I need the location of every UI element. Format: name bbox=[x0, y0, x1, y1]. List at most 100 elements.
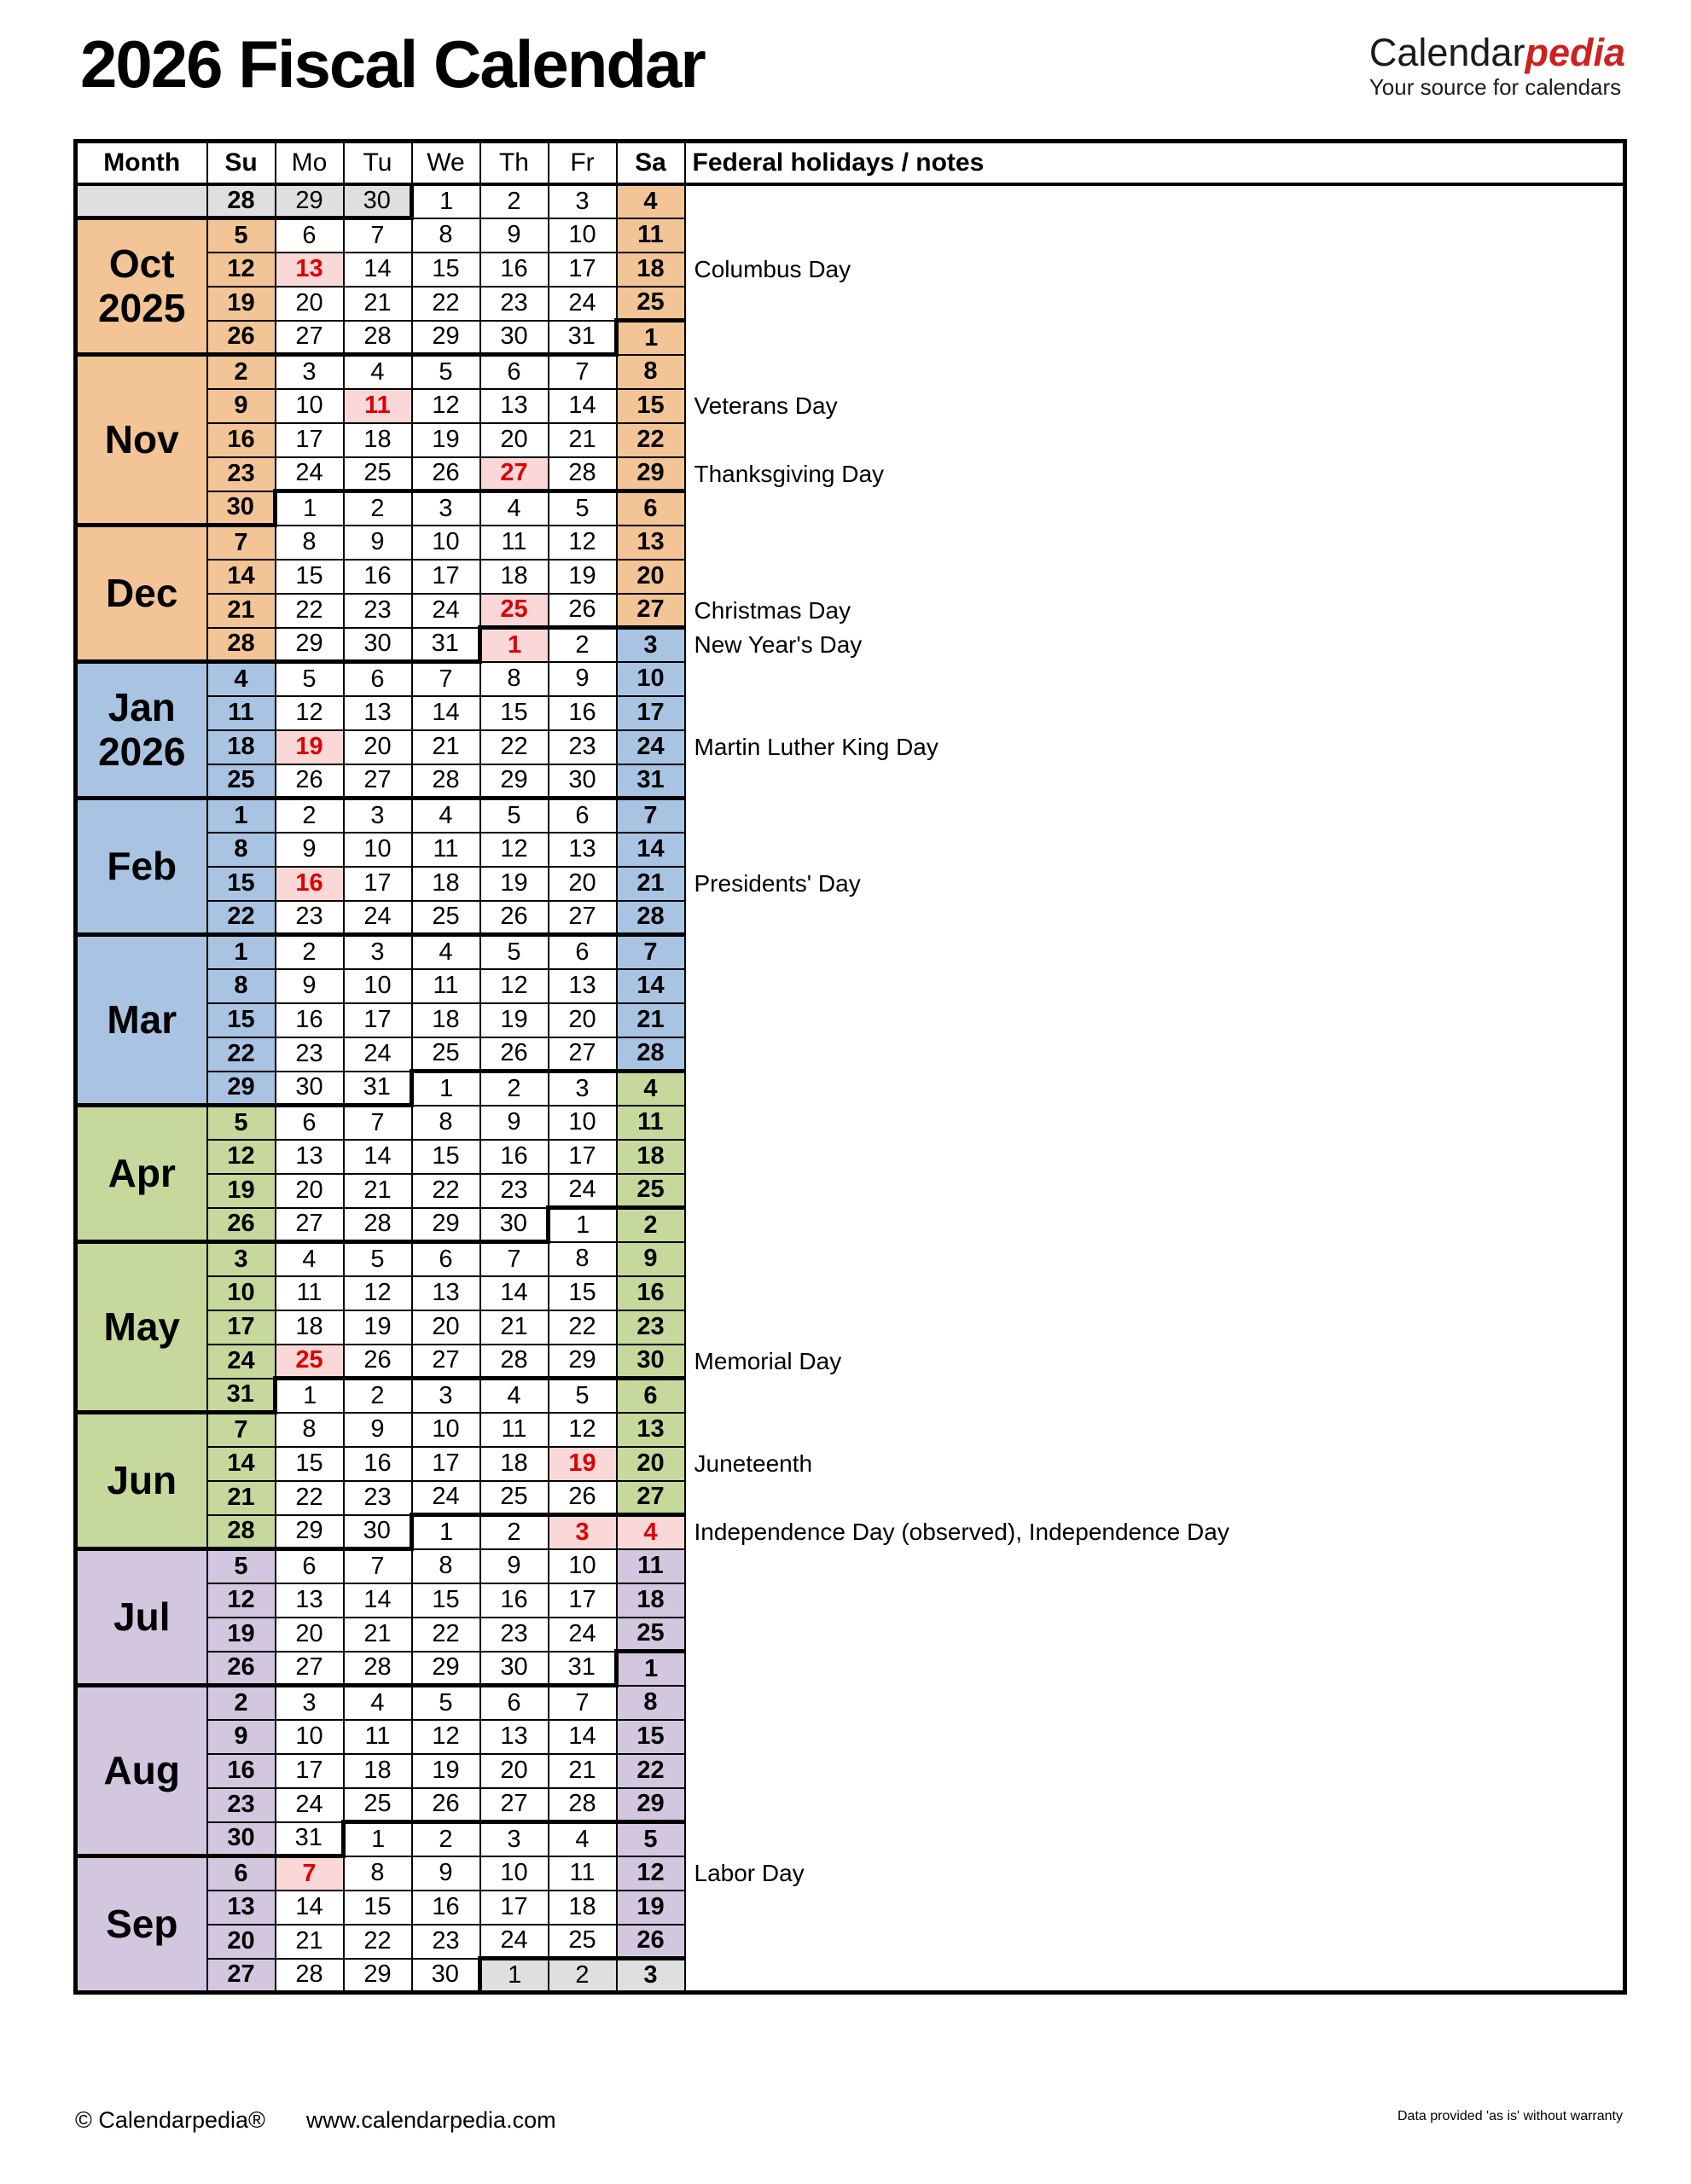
day-cell: 19 bbox=[410, 1752, 481, 1789]
day-cell: 26 bbox=[342, 1343, 413, 1380]
day-cell: 23 bbox=[547, 729, 618, 765]
column-header-fr: Fr bbox=[547, 140, 618, 186]
month-label-oct-2025: Oct 2025 bbox=[74, 217, 208, 357]
day-cell: 30 bbox=[479, 319, 549, 357]
day-cell: 23 bbox=[479, 1616, 549, 1653]
day-cell: 21 bbox=[615, 1002, 686, 1038]
day-cell: 18 bbox=[410, 1002, 481, 1038]
day-cell: 13 bbox=[615, 1411, 686, 1448]
day-cell: 27 bbox=[615, 1479, 686, 1516]
day-cell: 25 bbox=[615, 1616, 686, 1653]
holiday-note-empty bbox=[684, 1275, 1625, 1310]
day-cell: 13 bbox=[547, 967, 618, 1004]
column-header-we: We bbox=[410, 140, 481, 186]
day-cell: 18 bbox=[342, 421, 413, 458]
day-cell: 26 bbox=[479, 899, 549, 937]
day-cell: 14 bbox=[479, 1275, 549, 1311]
day-cell: 19 bbox=[615, 1889, 686, 1926]
day-cell: 23 bbox=[342, 592, 413, 629]
day-cell: 12 bbox=[342, 1275, 413, 1311]
day-cell: 27 bbox=[479, 1786, 549, 1823]
day-cell: 2 bbox=[547, 1956, 618, 1994]
day-cell: 19 bbox=[479, 1002, 549, 1038]
day-cell: 28 bbox=[206, 183, 276, 220]
day-cell: 1 bbox=[546, 1205, 618, 1243]
day-cell: 7 bbox=[479, 1240, 549, 1277]
day-cell: 14 bbox=[615, 967, 686, 1004]
holiday-note-empty bbox=[684, 286, 1625, 321]
week-row: 16 17 18 19 20 21 22 bbox=[76, 1752, 1625, 1789]
day-cell: 22 bbox=[410, 1172, 481, 1209]
day-cell: 10 bbox=[547, 1548, 618, 1584]
day-cell: 16 bbox=[615, 1275, 686, 1311]
day-cell: 29 bbox=[615, 1786, 686, 1823]
day-cell: 21 bbox=[547, 1752, 618, 1789]
day-cell: 20 bbox=[274, 1172, 345, 1209]
day-cell: 21 bbox=[615, 865, 686, 902]
day-cell: 20 bbox=[615, 1445, 686, 1482]
day-cell: 29 bbox=[410, 1650, 481, 1687]
day-cell: 3 bbox=[615, 625, 686, 663]
day-cell: 30 bbox=[479, 1206, 549, 1244]
day-cell: 5 bbox=[342, 1240, 413, 1277]
day-cell: 14 bbox=[410, 694, 481, 731]
month-label-feb-2026: Feb bbox=[74, 797, 208, 937]
week-row: 24 25 26 27 28 29 30 Memorial Day bbox=[76, 1343, 1625, 1380]
day-cell: 6 bbox=[206, 1855, 276, 1891]
day-cell: 9 bbox=[342, 1411, 413, 1448]
day-cell: 5 bbox=[410, 1684, 481, 1721]
week-row: 21 22 23 24 25 26 27 Christmas Day bbox=[76, 592, 1625, 629]
day-cell: 8 bbox=[206, 831, 276, 868]
holiday-note-empty bbox=[684, 1412, 1625, 1447]
day-cell: 24 bbox=[410, 592, 481, 629]
month-label-line: Feb bbox=[107, 843, 177, 888]
week-row: 17 18 19 20 21 22 23 bbox=[76, 1309, 1625, 1345]
day-cell: 4 bbox=[615, 1069, 686, 1107]
day-cell: 7 bbox=[342, 1548, 413, 1584]
day-cell: 29 bbox=[274, 626, 345, 664]
day-cell: 16 bbox=[342, 1445, 413, 1482]
day-cell: 1 bbox=[478, 625, 549, 663]
month-label-jan-2026: Jan 2026 bbox=[74, 660, 208, 800]
day-cell: 25 bbox=[410, 1036, 481, 1072]
month-label-aug-2026: Aug bbox=[74, 1684, 208, 1858]
day-cell: 11 bbox=[615, 1104, 686, 1141]
day-cell: 14 bbox=[615, 831, 686, 868]
day-cell: 29 bbox=[479, 763, 549, 800]
day-cell: 29 bbox=[206, 1070, 276, 1107]
day-cell: 12 bbox=[410, 1718, 481, 1755]
day-cell: 13 bbox=[274, 251, 345, 288]
day-cell: 21 bbox=[547, 421, 618, 458]
day-cell: 16 bbox=[342, 558, 413, 595]
week-row: 31 1 2 3 4 5 6 bbox=[76, 1376, 1625, 1414]
day-cell: 11 bbox=[547, 1855, 618, 1891]
day-cell: 1 bbox=[410, 1513, 481, 1550]
day-cell: 26 bbox=[547, 1479, 618, 1516]
day-cell: 6 bbox=[342, 660, 413, 697]
week-row: Sep 6 7 8 9 10 11 12 Labor Day bbox=[74, 1855, 1625, 1995]
day-cell: 27 bbox=[274, 319, 345, 357]
day-cell: 21 bbox=[274, 1923, 345, 1960]
week-row: Dec 7 8 9 10 11 12 13 bbox=[74, 524, 1625, 664]
day-cell: 30 bbox=[479, 1650, 549, 1687]
day-cell: 30 bbox=[342, 183, 413, 220]
day-cell: 6 bbox=[479, 1684, 549, 1721]
day-cell: 2 bbox=[342, 489, 413, 526]
day-cell: 26 bbox=[410, 1786, 481, 1823]
day-cell: 15 bbox=[615, 387, 686, 424]
holiday-note-empty bbox=[684, 1378, 1625, 1413]
day-cell: 23 bbox=[479, 1172, 549, 1209]
day-cell: 10 bbox=[342, 831, 413, 868]
day-cell: 8 bbox=[410, 1104, 481, 1141]
day-cell: 9 bbox=[206, 1718, 276, 1755]
day-cell: 29 bbox=[410, 1206, 481, 1244]
week-row: 28 29 30 1 2 3 4 bbox=[74, 183, 1625, 220]
day-cell: 1 bbox=[410, 183, 481, 219]
logo-text-black: Calendar bbox=[1368, 31, 1525, 74]
week-row: Jun 7 8 9 10 11 12 13 bbox=[74, 1411, 1625, 1551]
day-cell: 5 bbox=[206, 1548, 276, 1584]
day-cell: 22 bbox=[615, 421, 686, 458]
day-cell: 1 bbox=[478, 1956, 549, 1994]
day-cell: 15 bbox=[615, 1718, 686, 1755]
day-cell: 10 bbox=[342, 967, 413, 1004]
